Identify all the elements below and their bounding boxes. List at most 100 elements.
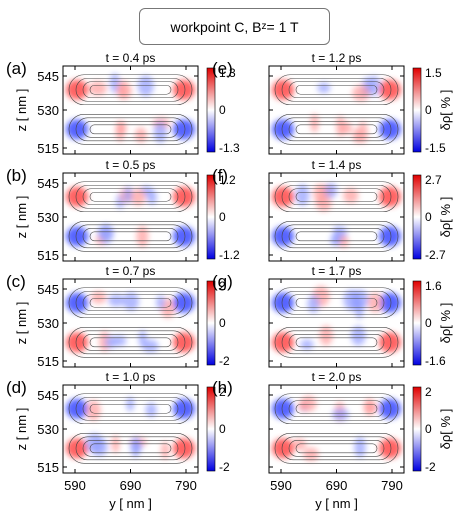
y-axis-label: z [ nm ] bbox=[14, 89, 29, 132]
heat-blob bbox=[295, 184, 310, 206]
contour-line bbox=[75, 224, 186, 249]
colorbar-zero-label: 0 bbox=[219, 103, 226, 117]
heat-blob bbox=[330, 234, 341, 246]
colorbar-min-label: -1.2 bbox=[219, 248, 240, 262]
heat-blob bbox=[145, 402, 157, 418]
contour-line bbox=[281, 117, 392, 142]
colorbar-min-label: -1.5 bbox=[425, 141, 446, 155]
heat-blob bbox=[116, 81, 132, 100]
plot-background bbox=[269, 279, 404, 367]
contour-line bbox=[281, 184, 392, 209]
colorbar-zero-label: 0 bbox=[425, 210, 432, 224]
contour-line bbox=[75, 330, 186, 355]
heat-blob bbox=[173, 119, 195, 140]
contour-line bbox=[274, 221, 399, 252]
colorbar-max-label: 2 bbox=[425, 385, 432, 399]
heat-blob bbox=[272, 186, 294, 207]
contour-line bbox=[75, 77, 186, 102]
heatmap-field bbox=[66, 73, 195, 143]
heat-blob bbox=[137, 75, 154, 97]
contour-line bbox=[89, 191, 172, 202]
colorbar-axis-label: δρ[ % ] bbox=[438, 409, 453, 450]
colorbar-axis-label: δρ[ % ] bbox=[438, 90, 453, 131]
contour-line bbox=[82, 81, 179, 99]
x-tick-label: 590 bbox=[64, 478, 86, 493]
colorbar-max-label: 1.5 bbox=[425, 66, 442, 80]
panel-label: (b) bbox=[6, 166, 27, 185]
contour-line bbox=[68, 221, 193, 252]
heat-blob bbox=[332, 408, 349, 421]
contour-line bbox=[295, 443, 378, 454]
contour-line bbox=[295, 191, 378, 202]
contour-line bbox=[274, 74, 399, 106]
contour-line bbox=[68, 74, 193, 106]
contour-line bbox=[288, 334, 385, 351]
colorbar bbox=[206, 174, 216, 260]
heat-blob bbox=[324, 182, 338, 199]
heat-blob bbox=[123, 186, 133, 204]
contour-line bbox=[274, 287, 399, 319]
heat-blob bbox=[317, 82, 331, 94]
colorbar-zero-label: 0 bbox=[425, 103, 432, 117]
heat-blob bbox=[379, 119, 401, 140]
contour-line bbox=[274, 181, 399, 213]
contour-line bbox=[68, 327, 193, 358]
colorbar bbox=[412, 67, 422, 153]
contour-line bbox=[281, 290, 392, 315]
heat-blob bbox=[104, 335, 117, 349]
heat-blob bbox=[136, 225, 149, 248]
heat-blob bbox=[379, 186, 401, 207]
contour-line bbox=[89, 443, 172, 454]
heatmap-field bbox=[272, 285, 401, 353]
contour-line bbox=[68, 181, 193, 213]
heat-blob bbox=[173, 332, 195, 353]
y-tick-label: 515 bbox=[37, 460, 59, 475]
plot-background bbox=[269, 66, 404, 154]
contour-line bbox=[75, 396, 186, 421]
colorbar-zero-label: 0 bbox=[425, 316, 432, 330]
heatmap-field bbox=[272, 182, 401, 248]
colorbar-axis-label: δρ[ % ] bbox=[438, 303, 453, 344]
heat-blob bbox=[173, 398, 195, 419]
colorbar bbox=[206, 386, 216, 472]
colorbar-max-label: 2 bbox=[219, 279, 226, 293]
y-axis-label: z [ nm ] bbox=[14, 196, 29, 239]
contour-line bbox=[82, 121, 179, 138]
contour-line bbox=[274, 114, 399, 145]
plot-area bbox=[269, 173, 404, 261]
panel-a: (a) t = 0.4 ps 545 530 515 z [ nm ] 1.3 0 -1.3 bbox=[6, 51, 240, 156]
x-tick-label: 590 bbox=[270, 478, 292, 493]
heat-blob bbox=[66, 186, 88, 207]
contour-line bbox=[288, 228, 385, 245]
heat-blob bbox=[350, 325, 366, 346]
contour-line bbox=[295, 84, 378, 95]
plot-area bbox=[269, 279, 404, 367]
colorbar bbox=[206, 280, 216, 366]
heat-blob bbox=[354, 436, 366, 458]
contour-line bbox=[274, 433, 399, 464]
y-axis-label: z [ nm ] bbox=[14, 302, 29, 345]
heat-blob bbox=[272, 438, 294, 459]
contour-line bbox=[68, 433, 193, 464]
panel-c: (c) t = 0.7 ps 545 530 515 z [ nm ] 2 0 -2 bbox=[6, 264, 230, 369]
colorbar-axis-label: δρ[ % ] bbox=[438, 197, 453, 238]
heat-blob bbox=[134, 127, 147, 143]
heat-blob bbox=[122, 292, 140, 311]
panel-label: (d) bbox=[6, 378, 27, 397]
heat-blob bbox=[352, 84, 370, 102]
colorbar-max-label: 1.6 bbox=[425, 279, 442, 293]
contour-line bbox=[281, 396, 392, 421]
contour-line bbox=[281, 330, 392, 355]
contour-lines bbox=[274, 287, 399, 358]
contour-line bbox=[281, 77, 392, 102]
x-axis-label: y [ nm ] bbox=[315, 496, 358, 511]
y-tick-label: 545 bbox=[37, 282, 59, 297]
contour-line bbox=[82, 334, 179, 351]
colorbar-min-label: -2 bbox=[425, 460, 436, 474]
contour-line bbox=[288, 294, 385, 312]
heat-blob bbox=[91, 291, 107, 304]
heatmap-field bbox=[66, 291, 195, 353]
heat-blob bbox=[66, 398, 88, 419]
heat-blob bbox=[272, 292, 294, 313]
contour-line bbox=[82, 188, 179, 206]
